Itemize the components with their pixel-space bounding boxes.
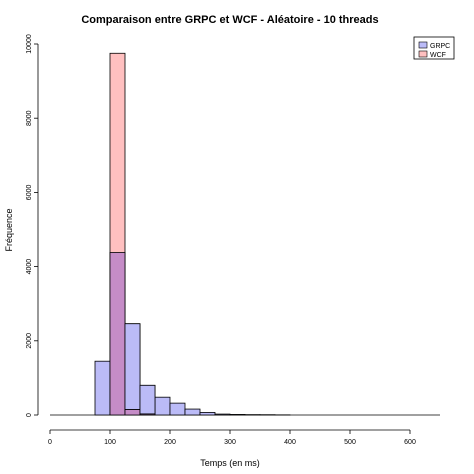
- bar-grpc-top-150: [139, 384, 156, 415]
- y-tick-label-2000: 2000: [26, 333, 33, 349]
- y-tick-label-10000: 10000: [26, 34, 33, 54]
- y-axis: 0 2000 4000 6000 8000 10000: [26, 34, 39, 417]
- legend-swatch-wcf: [418, 50, 428, 58]
- y-tick-label-0: 0: [26, 413, 33, 417]
- legend: GRPC WCF: [413, 36, 455, 60]
- x-tick-label-600: 600: [404, 439, 416, 446]
- x-axis: 0 100 200 300 400 500 600: [48, 429, 416, 446]
- x-tick-label-200: 200: [164, 439, 176, 446]
- x-axis-label: Temps (en ms): [200, 458, 260, 468]
- bar-grpc-top-125: [124, 323, 141, 410]
- x-tick-label-300: 300: [224, 439, 236, 446]
- x-tick-label-0: 0: [48, 439, 52, 446]
- legend-label-grpc: GRPC: [430, 43, 450, 50]
- y-axis-label: Fréquence: [4, 208, 14, 251]
- bar-grpc-225: [184, 408, 201, 416]
- x-tick-label-100: 100: [104, 439, 116, 446]
- bar-grpc-175: [154, 396, 171, 416]
- bar-grpc-250: [199, 412, 216, 416]
- y-tick-label-6000: 6000: [26, 185, 33, 201]
- legend-swatch-grpc: [418, 41, 428, 49]
- bar-overlap-100: [109, 252, 126, 416]
- chart-title: Comparaison entre GRPC et WCF - Aléatoir…: [81, 14, 378, 26]
- x-tick-label-400: 400: [284, 439, 296, 446]
- bar-grpc-300: [229, 414, 246, 416]
- legend-label-wcf: WCF: [430, 52, 446, 59]
- bar-grpc-200: [169, 402, 186, 416]
- bar-grpc-275: [214, 413, 231, 416]
- y-tick-label-4000: 4000: [26, 259, 33, 275]
- y-tick-label-8000: 8000: [26, 110, 33, 126]
- bar-grpc-75: [94, 360, 111, 416]
- plot-area: [50, 52, 440, 416]
- bar-overlap-125: [124, 409, 141, 416]
- x-tick-label-500: 500: [344, 439, 356, 446]
